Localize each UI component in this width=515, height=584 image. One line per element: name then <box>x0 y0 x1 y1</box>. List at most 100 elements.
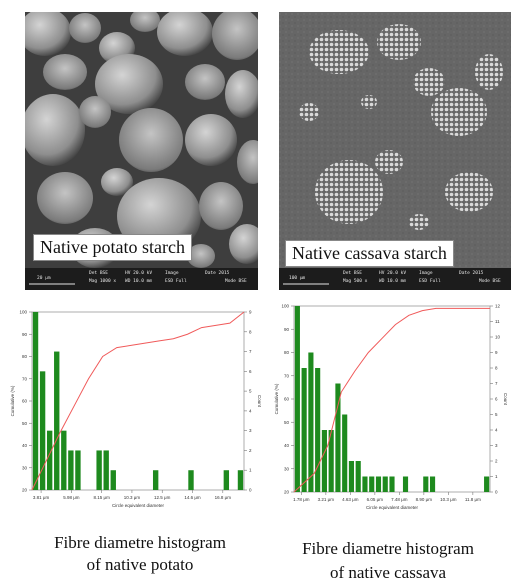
y-tick-label: 30 <box>284 466 290 471</box>
x-tick-label: 11.8 μm <box>465 497 481 502</box>
scale-bar-label: 20 μm <box>37 276 51 281</box>
y-tick-label: 100 <box>281 304 289 309</box>
x-tick-label: 3.81 μm <box>33 495 50 500</box>
sem-image-cassava: Native cassava starch 100 μm Det BSE Mag… <box>279 12 511 290</box>
y2-tick-label: 1 <box>495 474 498 479</box>
histogram-bar <box>389 476 395 492</box>
histogram-bar <box>32 312 39 490</box>
x-tick-label: 5.98 μm <box>63 495 80 500</box>
y2-tick-label: 1 <box>249 468 252 473</box>
potato-granules-graphic <box>25 12 258 268</box>
sem-image-potato: Native potato starch 20 μm Det BSE Mag 1… <box>25 12 258 290</box>
histogram-bar <box>484 476 490 492</box>
y-tick-label: 20 <box>284 490 290 495</box>
histogram-bar <box>429 476 436 492</box>
y2-tick-label: 8 <box>495 366 498 371</box>
y-tick-label: 60 <box>284 397 290 402</box>
y2-tick-label: 4 <box>495 428 498 433</box>
y-tick-label: 30 <box>22 465 28 470</box>
y2-tick-label: 3 <box>495 443 498 448</box>
histogram-bar <box>402 476 409 492</box>
caption-cassava-line2: of native cassava <box>329 563 447 582</box>
y2-tick-label: 8 <box>249 329 252 334</box>
y2-tick-label: 4 <box>249 408 252 413</box>
y2-tick-label: 7 <box>249 349 252 354</box>
caption-cassava-line1: Fibre diametre histogram <box>302 539 474 558</box>
histogram-bar <box>61 430 67 490</box>
y-tick-label: 50 <box>22 421 28 426</box>
histogram-bar <box>54 351 60 490</box>
histogram-bar <box>348 461 355 492</box>
histogram-bar <box>68 450 74 490</box>
sem-scalebar-cassava: 100 μm Det BSE Mag 500 x HV 20.0 kV WD 1… <box>279 268 511 290</box>
histogram-cassava-svg: 203040506070809010001234567891011121.78 … <box>274 304 508 511</box>
x-tick-label: 3.21 μm <box>318 497 335 502</box>
histogram-bar <box>110 470 116 490</box>
histogram-bar <box>355 461 361 492</box>
y-tick-label: 100 <box>19 310 27 315</box>
x-tick-label: 10.3 μm <box>124 495 141 500</box>
histogram-bar <box>223 470 230 490</box>
histogram-potato: 20 30 40 50 60 70 80 90 100 0 1 2 3 4 5 6 7 8 9 3.81 μm 5.98… <box>8 300 266 518</box>
histogram-bar <box>315 368 321 492</box>
y2-tick-label: 9 <box>249 310 252 315</box>
x-axis-label: Circle equivalent diameter <box>366 505 419 510</box>
x-tick-label: 10.3 μm <box>440 497 457 502</box>
histogram-bar <box>369 476 375 492</box>
y-axis-label: Cumulative (%) <box>274 383 279 414</box>
caption-cassava: Fibre diametre histogram of native cassa… <box>262 538 514 584</box>
caption-potato: Fibre diametre histogram of native potat… <box>20 532 260 576</box>
sem-label-potato: Native potato starch <box>33 234 192 261</box>
histogram-bar <box>382 476 388 492</box>
y2-tick-label: 2 <box>249 448 252 453</box>
histogram-bar <box>328 430 334 492</box>
caption-potato-line1: Fibre diametre histogram <box>54 533 226 552</box>
histogram-bar <box>96 450 102 490</box>
y-tick-label: 70 <box>284 373 290 378</box>
x-tick-label: 12.5 μm <box>154 495 171 500</box>
y-tick-label: 50 <box>284 420 290 425</box>
y2-tick-label: 6 <box>249 369 252 374</box>
histogram-bar <box>237 470 244 490</box>
y2-tick-label: 11 <box>495 319 500 324</box>
y2-tick-label: 0 <box>495 490 498 495</box>
y2-tick-label: 10 <box>495 335 501 340</box>
histogram-bar <box>46 430 53 490</box>
y2-tick-label: 6 <box>495 397 498 402</box>
plot-area <box>31 311 245 491</box>
y-tick-label: 80 <box>284 350 290 355</box>
histogram-bar <box>375 476 382 492</box>
histogram-bar <box>342 414 348 492</box>
histogram-bar <box>188 470 194 490</box>
histogram-bar <box>423 476 429 492</box>
histogram-bar <box>362 476 368 492</box>
x-tick-label: 8.15 μm <box>93 495 110 500</box>
y2-axis-label: Count <box>503 393 508 406</box>
y2-tick-label: 9 <box>495 350 498 355</box>
y2-tick-label: 2 <box>495 459 498 464</box>
cumulative-line <box>31 311 245 491</box>
histogram-bar <box>103 450 109 490</box>
y-tick-label: 20 <box>22 488 28 493</box>
histogram-bar <box>294 306 300 492</box>
histogram-potato-svg: 20 30 40 50 60 70 80 90 100 0 1 2 3 4 5 6 7 8 9 3.81 μm 5.98… <box>10 310 262 509</box>
histogram-bar <box>152 470 159 490</box>
y-tick-label: 80 <box>22 354 28 359</box>
histogram-bar <box>39 371 46 490</box>
y2-tick-label: 0 <box>249 488 252 493</box>
y-tick-label: 90 <box>284 327 290 332</box>
x-tick-label: 7.48 μm <box>391 497 408 502</box>
y-tick-label: 90 <box>22 332 28 337</box>
histogram-bar <box>301 368 307 492</box>
y2-tick-label: 5 <box>249 389 252 394</box>
histogram-bar <box>335 383 341 492</box>
caption-potato-line2: of native potato <box>86 555 194 574</box>
histogram-bar <box>321 430 327 492</box>
x-tick-label: 14.6 μm <box>184 495 201 500</box>
x-tick-label: 4.63 μm <box>342 497 359 502</box>
histogram-cassava: 20 30 40 50 60 70 80 90 100 0 1 2 3 4 5 6 7 8 9 10 11 12 1.78 … <box>272 300 508 518</box>
y2-tick-label: 12 <box>495 304 501 309</box>
x-axis-label: Circle equivalent diameter <box>112 503 165 508</box>
x-tick-label: 6.05 μm <box>367 497 384 502</box>
sem-scalebar-potato: 20 μm Det BSE Mag 1000 x HV 20.0 kV WD 1… <box>25 268 258 290</box>
